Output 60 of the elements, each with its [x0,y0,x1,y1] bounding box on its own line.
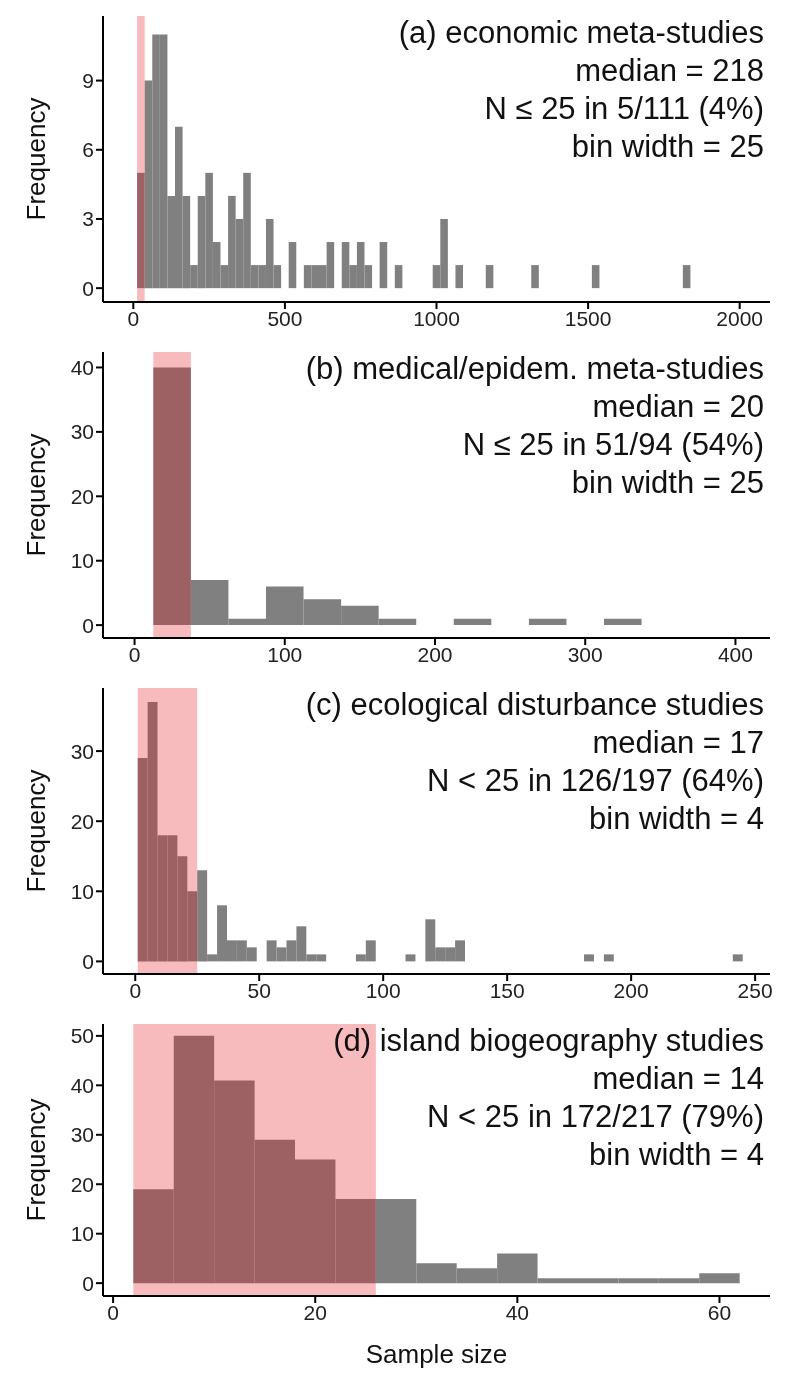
y-axis-title: Frequency [21,769,52,893]
x-tick-label: 300 [567,642,603,666]
annotation: N ≤ 25 in 51/94 (54%) [461,426,764,464]
x-tick-label: 200 [417,642,453,666]
y-tick-label: 6 [82,138,94,162]
x-tick-label: 2000 [716,306,764,330]
x-tick-label: 1000 [413,306,460,330]
x-tick-label: 500 [267,306,303,330]
annotation: median = 17 [591,724,764,762]
x-tick-label: 1500 [564,306,612,330]
annotation: N ≤ 25 in 5/111 (4%) [483,90,764,128]
annotation: bin width = 4 [588,1136,764,1174]
x-axis-title: Sample size [365,1339,508,1369]
annotation: median = 20 [591,388,764,426]
annotation: (d) island biogeography studies [333,1022,764,1060]
x-tick-label: 0 [107,1300,119,1324]
x-tick-label: 250 [737,978,773,1002]
y-tick-label: 9 [82,69,94,93]
y-tick-label: 50 [70,1024,94,1048]
x-tick-label: 20 [303,1300,327,1324]
y-tick-label: 20 [70,1172,94,1196]
x-tick-label: 200 [613,978,649,1002]
y-tick-label: 40 [70,355,94,379]
annotation: bin width = 4 [588,800,764,838]
y-tick-label: 0 [82,613,94,637]
y-axis-title: Frequency [21,1098,52,1222]
y-tick-label: 20 [70,484,94,508]
x-tick-label: 50 [247,978,271,1002]
annotation: median = 14 [591,1060,764,1098]
x-tick-label: 0 [127,306,140,330]
y-tick-label: 10 [70,1222,94,1246]
x-tick-label: 60 [707,1300,732,1324]
annotation: (b) medical/epidem. meta-studies [305,350,764,388]
y-tick-label: 40 [70,1073,94,1097]
y-tick-label: 20 [70,809,94,833]
y-tick-label: 30 [70,739,94,763]
annotation: N < 25 in 126/197 (64%) [426,762,764,800]
annotation: bin width = 25 [570,464,764,502]
y-axis-title: Frequency [21,97,52,221]
y-tick-label: 30 [70,420,94,444]
x-tick-label: 150 [489,978,525,1002]
y-tick-label: 30 [70,1123,94,1147]
x-tick-label: 0 [128,642,141,666]
annotation: (c) ecological disturbance studies [305,686,764,724]
x-tick-label: 100 [267,642,303,666]
x-tick-label: 0 [129,978,142,1002]
annotation: (a) economic meta-studies [398,14,764,52]
y-tick-label: 3 [82,207,94,231]
annotation: bin width = 25 [570,128,764,166]
y-tick-label: 10 [70,879,94,903]
y-tick-label: 0 [82,276,94,300]
annotation: N < 25 in 172/217 (79%) [426,1098,764,1136]
x-tick-label: 40 [505,1300,530,1324]
x-tick-label: 100 [365,978,401,1002]
x-tick-label: 400 [717,642,753,666]
y-axis-title: Frequency [21,433,52,557]
y-tick-label: 0 [82,949,94,973]
y-tick-label: 0 [82,1271,94,1295]
y-tick-label: 10 [70,549,94,573]
annotation: median = 218 [574,52,764,90]
